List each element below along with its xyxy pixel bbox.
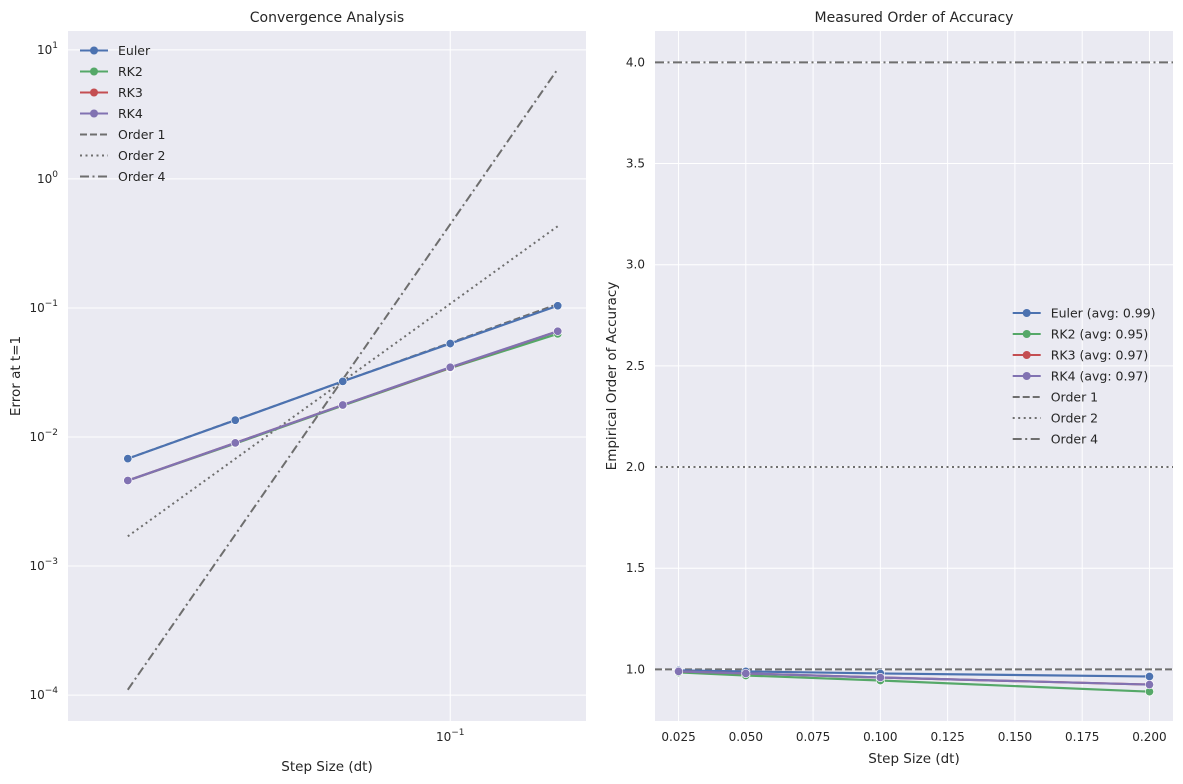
order-x-tick-label: 0.050 <box>729 730 763 744</box>
order-legend-item-order-4: Order 4 <box>1012 432 1098 447</box>
order-y-tick-label: 4.0 <box>626 55 645 69</box>
order-series-euler-avg-0-99-point <box>1144 671 1154 681</box>
convergence-legend-item-rk3: RK3 <box>80 85 143 100</box>
order-y-tick-label: 2.5 <box>626 359 645 373</box>
order-series-rk4-avg-0-97-point <box>741 668 751 678</box>
convergence-legend-item-rk4: RK4 <box>80 106 143 121</box>
convergence-series-euler-point <box>338 376 348 386</box>
convergence-y-tick-label: 100 <box>37 170 58 186</box>
order-legend-item-order-1: Order 1 <box>1012 390 1098 405</box>
convergence-legend-item-order-4: Order 4 <box>80 169 165 184</box>
convergence-y-ticks: 10−4 10−3 10−2 10−1 100 101 <box>29 41 58 702</box>
convergence-series-rk4-point <box>123 476 133 486</box>
order-series-rk4-avg-0-97-point <box>1144 680 1154 690</box>
convergence-legend-item-rk3-marker <box>90 88 98 97</box>
convergence-legend-item-rk3-label: RK3 <box>118 85 143 100</box>
convergence-y-tick-label: 10−2 <box>29 428 58 444</box>
order-legend-item-rk2-avg-0-95: RK2 (avg: 0.95) <box>1012 327 1149 342</box>
order-x-tick-label: 0.100 <box>863 730 897 744</box>
order-x-tick-label: 0.075 <box>796 730 830 744</box>
convergence-legend-item-rk4-label: RK4 <box>118 106 143 121</box>
order-x-tick-label: 0.200 <box>1132 730 1166 744</box>
convergence-series-euler <box>123 301 563 464</box>
convergence-legend-item-euler-label: Euler <box>118 43 151 58</box>
order-legend-item-rk3-avg-0-97-marker <box>1022 351 1031 359</box>
convergence-y-tick-label: 101 <box>37 41 58 57</box>
order-legend-item-order-1-label: Order 1 <box>1051 390 1098 405</box>
order-x-tick-label: 0.150 <box>998 730 1032 744</box>
convergence-series-rk4-point <box>445 362 455 372</box>
order-y-tick-label: 1.0 <box>626 662 645 676</box>
order-y-ticks: 1.0 1.5 2.0 2.5 3.0 3.5 4.0 <box>626 55 645 676</box>
convergence-legend-item-rk4-marker <box>90 109 98 118</box>
convergence-series-euler-point <box>230 415 240 425</box>
convergence-series <box>123 68 563 691</box>
order-y-label: Empirical Order of Accuracy <box>604 282 620 471</box>
convergence-x-tick-label: 10−1 <box>436 728 465 744</box>
order-x-label: Step Size (dt) <box>868 751 959 767</box>
order-series-rk4-avg-0-97-point <box>674 666 684 676</box>
order-legend-item-order-4-label: Order 4 <box>1051 432 1098 447</box>
order-series-euler-avg-0-99-line <box>678 669 1150 678</box>
convergence-y-tick-label: 10−4 <box>29 686 58 702</box>
convergence-y-tick-label: 10−1 <box>29 299 58 315</box>
convergence-legend-item-order-2: Order 2 <box>80 148 165 163</box>
convergence-series-euler-point <box>445 339 455 349</box>
order-legend-item-euler-avg-0-99-marker <box>1022 309 1031 317</box>
convergence-legend-item-order-1: Order 1 <box>80 127 165 142</box>
order-legend: Euler (avg: 0.99) RK2 (avg: 0.95) RK3 (avg… <box>1012 306 1156 447</box>
order-y-tick-label: 3.0 <box>626 258 645 272</box>
convergence-legend-item-order-4-label: Order 4 <box>118 169 165 184</box>
order-y-tick-label: 2.0 <box>626 460 645 474</box>
order-legend-item-rk3-avg-0-97-label: RK3 (avg: 0.97) <box>1051 348 1149 363</box>
convergence-grid <box>68 31 586 721</box>
order-series-rk4-avg-0-97 <box>674 666 1154 690</box>
order-y-tick-label: 1.5 <box>626 561 645 575</box>
convergence-series-euler-point <box>123 454 133 464</box>
order-x-ticks: 0.025 0.050 0.075 0.100 0.125 0.150 0.175 0.200 <box>661 730 1166 744</box>
convergence-legend-item-rk2-marker <box>90 67 98 76</box>
order-title: Measured Order of Accuracy <box>815 10 1014 26</box>
order-legend-item-rk4-avg-0-97: RK4 (avg: 0.97) <box>1012 369 1149 384</box>
convergence-legend-item-euler: Euler <box>80 43 151 58</box>
convergence-legend-item-rk2-label: RK2 <box>118 64 143 79</box>
convergence-legend-item-order-2-label: Order 2 <box>118 148 165 163</box>
order-legend-item-rk2-avg-0-95-label: RK2 (avg: 0.95) <box>1051 327 1149 342</box>
convergence-legend-item-euler-marker <box>90 46 98 55</box>
convergence-series-rk4-point <box>230 438 240 448</box>
order-legend-item-order-2-label: Order 2 <box>1051 411 1098 426</box>
convergence-series-rk4-point <box>338 400 348 410</box>
order-legend-item-rk3-avg-0-97: RK3 (avg: 0.97) <box>1012 348 1149 363</box>
order-y-tick-label: 3.5 <box>626 157 645 171</box>
convergence-y-tick-label: 10−3 <box>29 557 58 573</box>
order-legend-item-rk4-avg-0-97-marker <box>1022 372 1031 380</box>
convergence-x-label: Step Size (dt) <box>281 759 372 775</box>
order-legend-item-euler-avg-0-99-label: Euler (avg: 0.99) <box>1051 306 1156 321</box>
convergence-title: Convergence Analysis <box>250 10 404 26</box>
order-series <box>655 61 1173 697</box>
convergence-legend: Euler RK2 RK3 RK4 Order 1 Order 2 Order 4 <box>80 43 165 184</box>
order-x-tick-label: 0.025 <box>661 730 695 744</box>
order-legend-item-euler-avg-0-99: Euler (avg: 0.99) <box>1012 306 1156 321</box>
convergence-legend-item-rk2: RK2 <box>80 64 143 79</box>
order-plot-area <box>655 31 1173 721</box>
order-x-tick-label: 0.175 <box>1065 730 1099 744</box>
convergence-panel: 10−1 10−4 10−3 10−2 10−1 100 101 Convergence … <box>8 10 586 775</box>
convergence-series-euler-point <box>553 301 563 311</box>
convergence-series-rk4 <box>123 326 563 486</box>
order-legend-item-rk4-avg-0-97-label: RK4 (avg: 0.97) <box>1051 369 1149 384</box>
convergence-y-label: Error at t=1 <box>8 336 24 416</box>
order-legend-item-order-2: Order 2 <box>1012 411 1098 426</box>
order-series-rk2-avg-0-95-line <box>678 671 1150 693</box>
order-x-tick-label: 0.125 <box>930 730 964 744</box>
convergence-x-ticks: 10−1 <box>436 728 465 744</box>
convergence-plot-area <box>68 31 586 721</box>
convergence-series-rk4-point <box>553 326 563 336</box>
order-legend-item-rk2-avg-0-95-marker <box>1022 330 1031 338</box>
order-series-rk4-avg-0-97-line <box>678 670 1150 686</box>
order-series-rk4-avg-0-97-point <box>875 672 885 682</box>
convergence-legend-item-order-1-label: Order 1 <box>118 127 165 142</box>
order-panel: 0.025 0.050 0.075 0.100 0.125 0.150 0.175 0.200… <box>604 10 1173 767</box>
